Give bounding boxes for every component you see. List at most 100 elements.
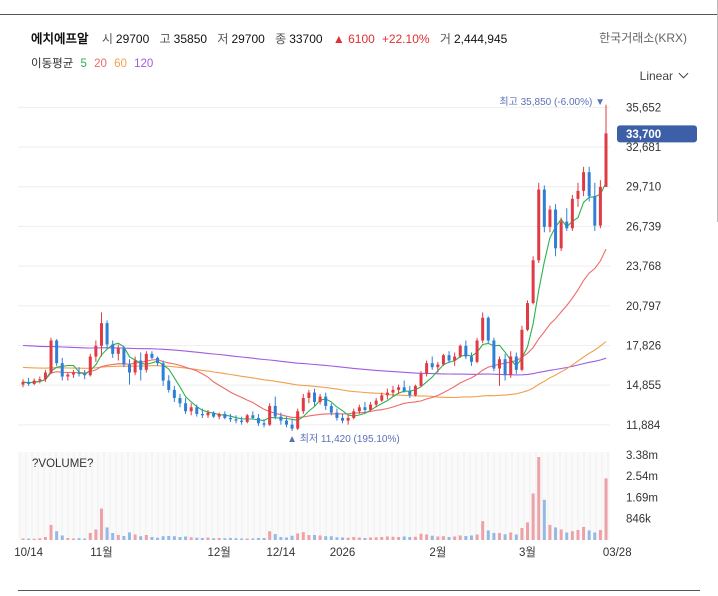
volume-bar	[385, 536, 389, 540]
volume-bar	[43, 536, 47, 540]
x-tick-label: 10/14	[14, 547, 43, 559]
ma-legend-5[interactable]: 5	[80, 58, 87, 70]
candle-body	[262, 423, 266, 425]
x-tick-label: 11월	[90, 546, 113, 559]
exchange-name: 한국거래소(KRX)	[599, 31, 687, 45]
volume-bar	[598, 529, 602, 540]
y-tick-label: 17,826	[626, 340, 661, 352]
candle-body	[391, 389, 395, 393]
volume-bar	[514, 534, 518, 540]
candle-body	[234, 419, 238, 421]
ma-legend-20[interactable]: 20	[94, 58, 107, 70]
low-annotation: ▲ 최저 11,420 (195.10%)	[287, 433, 400, 445]
open-label: 시	[101, 32, 113, 46]
candle-body	[318, 396, 322, 402]
volume-bar	[408, 536, 412, 540]
candle-body	[385, 392, 389, 396]
candle-body	[453, 356, 457, 361]
y-tick-label: 20,797	[626, 301, 661, 313]
volume-bar	[313, 534, 316, 540]
candle-body	[425, 363, 429, 374]
candle-body	[256, 417, 260, 424]
candle-body	[116, 348, 120, 354]
candle-body	[38, 379, 42, 381]
volume-bar	[481, 521, 485, 540]
candle-body	[161, 363, 165, 381]
open-value: 29700	[115, 32, 150, 46]
volume-bar	[290, 535, 294, 540]
candle-body	[447, 355, 451, 361]
volume-bar	[559, 529, 563, 540]
volume-tick-label: 2.54m	[626, 471, 658, 483]
volume-bar	[111, 532, 115, 540]
candle-body	[430, 363, 434, 368]
volume-bar	[324, 536, 328, 540]
volume-bar	[116, 534, 120, 540]
ma-legend-60[interactable]: 60	[114, 58, 127, 70]
x-tick-label: 3월	[519, 546, 536, 559]
candle-body	[172, 389, 176, 398]
candle-body	[167, 380, 171, 390]
candle-body	[94, 345, 98, 357]
stock-name: 에치에프알	[31, 32, 89, 46]
scale-dropdown[interactable]: Linear	[640, 68, 689, 83]
candle-body	[212, 412, 216, 417]
candle-body	[273, 405, 277, 417]
candle-body	[313, 392, 316, 402]
candle-body	[363, 407, 367, 410]
volume-bar	[548, 524, 552, 540]
candle-body	[245, 415, 249, 422]
volume-bar	[251, 538, 255, 540]
candle-body	[144, 353, 148, 370]
volume-bar	[341, 537, 345, 540]
candle-body	[380, 395, 384, 401]
candle-body	[570, 198, 574, 229]
candle-body	[341, 417, 345, 421]
volume-bar	[234, 538, 238, 540]
candle-body	[357, 407, 361, 412]
volume-bar	[576, 529, 580, 540]
y-tick-label: 26,739	[626, 221, 661, 233]
candle-body	[27, 381, 31, 384]
volume-bar	[413, 536, 417, 540]
volume-bar	[458, 535, 462, 540]
volume-bar	[94, 529, 98, 540]
candle-body	[441, 355, 445, 365]
volume-bar	[503, 534, 507, 540]
candle-body	[49, 340, 53, 373]
ma60-line	[22, 341, 607, 399]
close-label: 종	[275, 32, 287, 46]
close-value: 33700	[289, 32, 323, 46]
volume-bar	[60, 535, 64, 540]
volume-bar	[99, 508, 103, 540]
candle-body	[184, 403, 188, 412]
current-price-badge	[617, 125, 697, 143]
volume-bar	[172, 536, 176, 540]
volume-bar	[582, 526, 586, 540]
volume-bar	[217, 537, 221, 540]
candle-body	[301, 397, 305, 412]
candle-body	[497, 359, 501, 369]
volume-bar	[178, 536, 182, 540]
candle-body	[60, 363, 64, 377]
current-price-label: 33,700	[626, 129, 661, 141]
candle-body	[503, 359, 507, 376]
volume-bar	[27, 538, 31, 540]
bottom-divider	[18, 590, 700, 591]
y-tick-label: 11,884	[626, 420, 661, 432]
candle-body	[408, 391, 412, 396]
volume-bar	[593, 532, 597, 540]
ma-legend-120[interactable]: 120	[134, 58, 154, 70]
volume-bar	[492, 532, 496, 540]
volume-bar	[346, 537, 350, 540]
volume-bar	[509, 532, 513, 540]
candle-body	[352, 411, 356, 418]
ma-legend-label: 이동평균	[31, 58, 74, 70]
volume-bar	[526, 522, 530, 540]
candle-body	[548, 209, 552, 227]
volume-bar	[318, 535, 322, 540]
candle-body	[593, 196, 597, 226]
volume-bar	[453, 536, 457, 540]
volume-bar	[83, 538, 87, 540]
